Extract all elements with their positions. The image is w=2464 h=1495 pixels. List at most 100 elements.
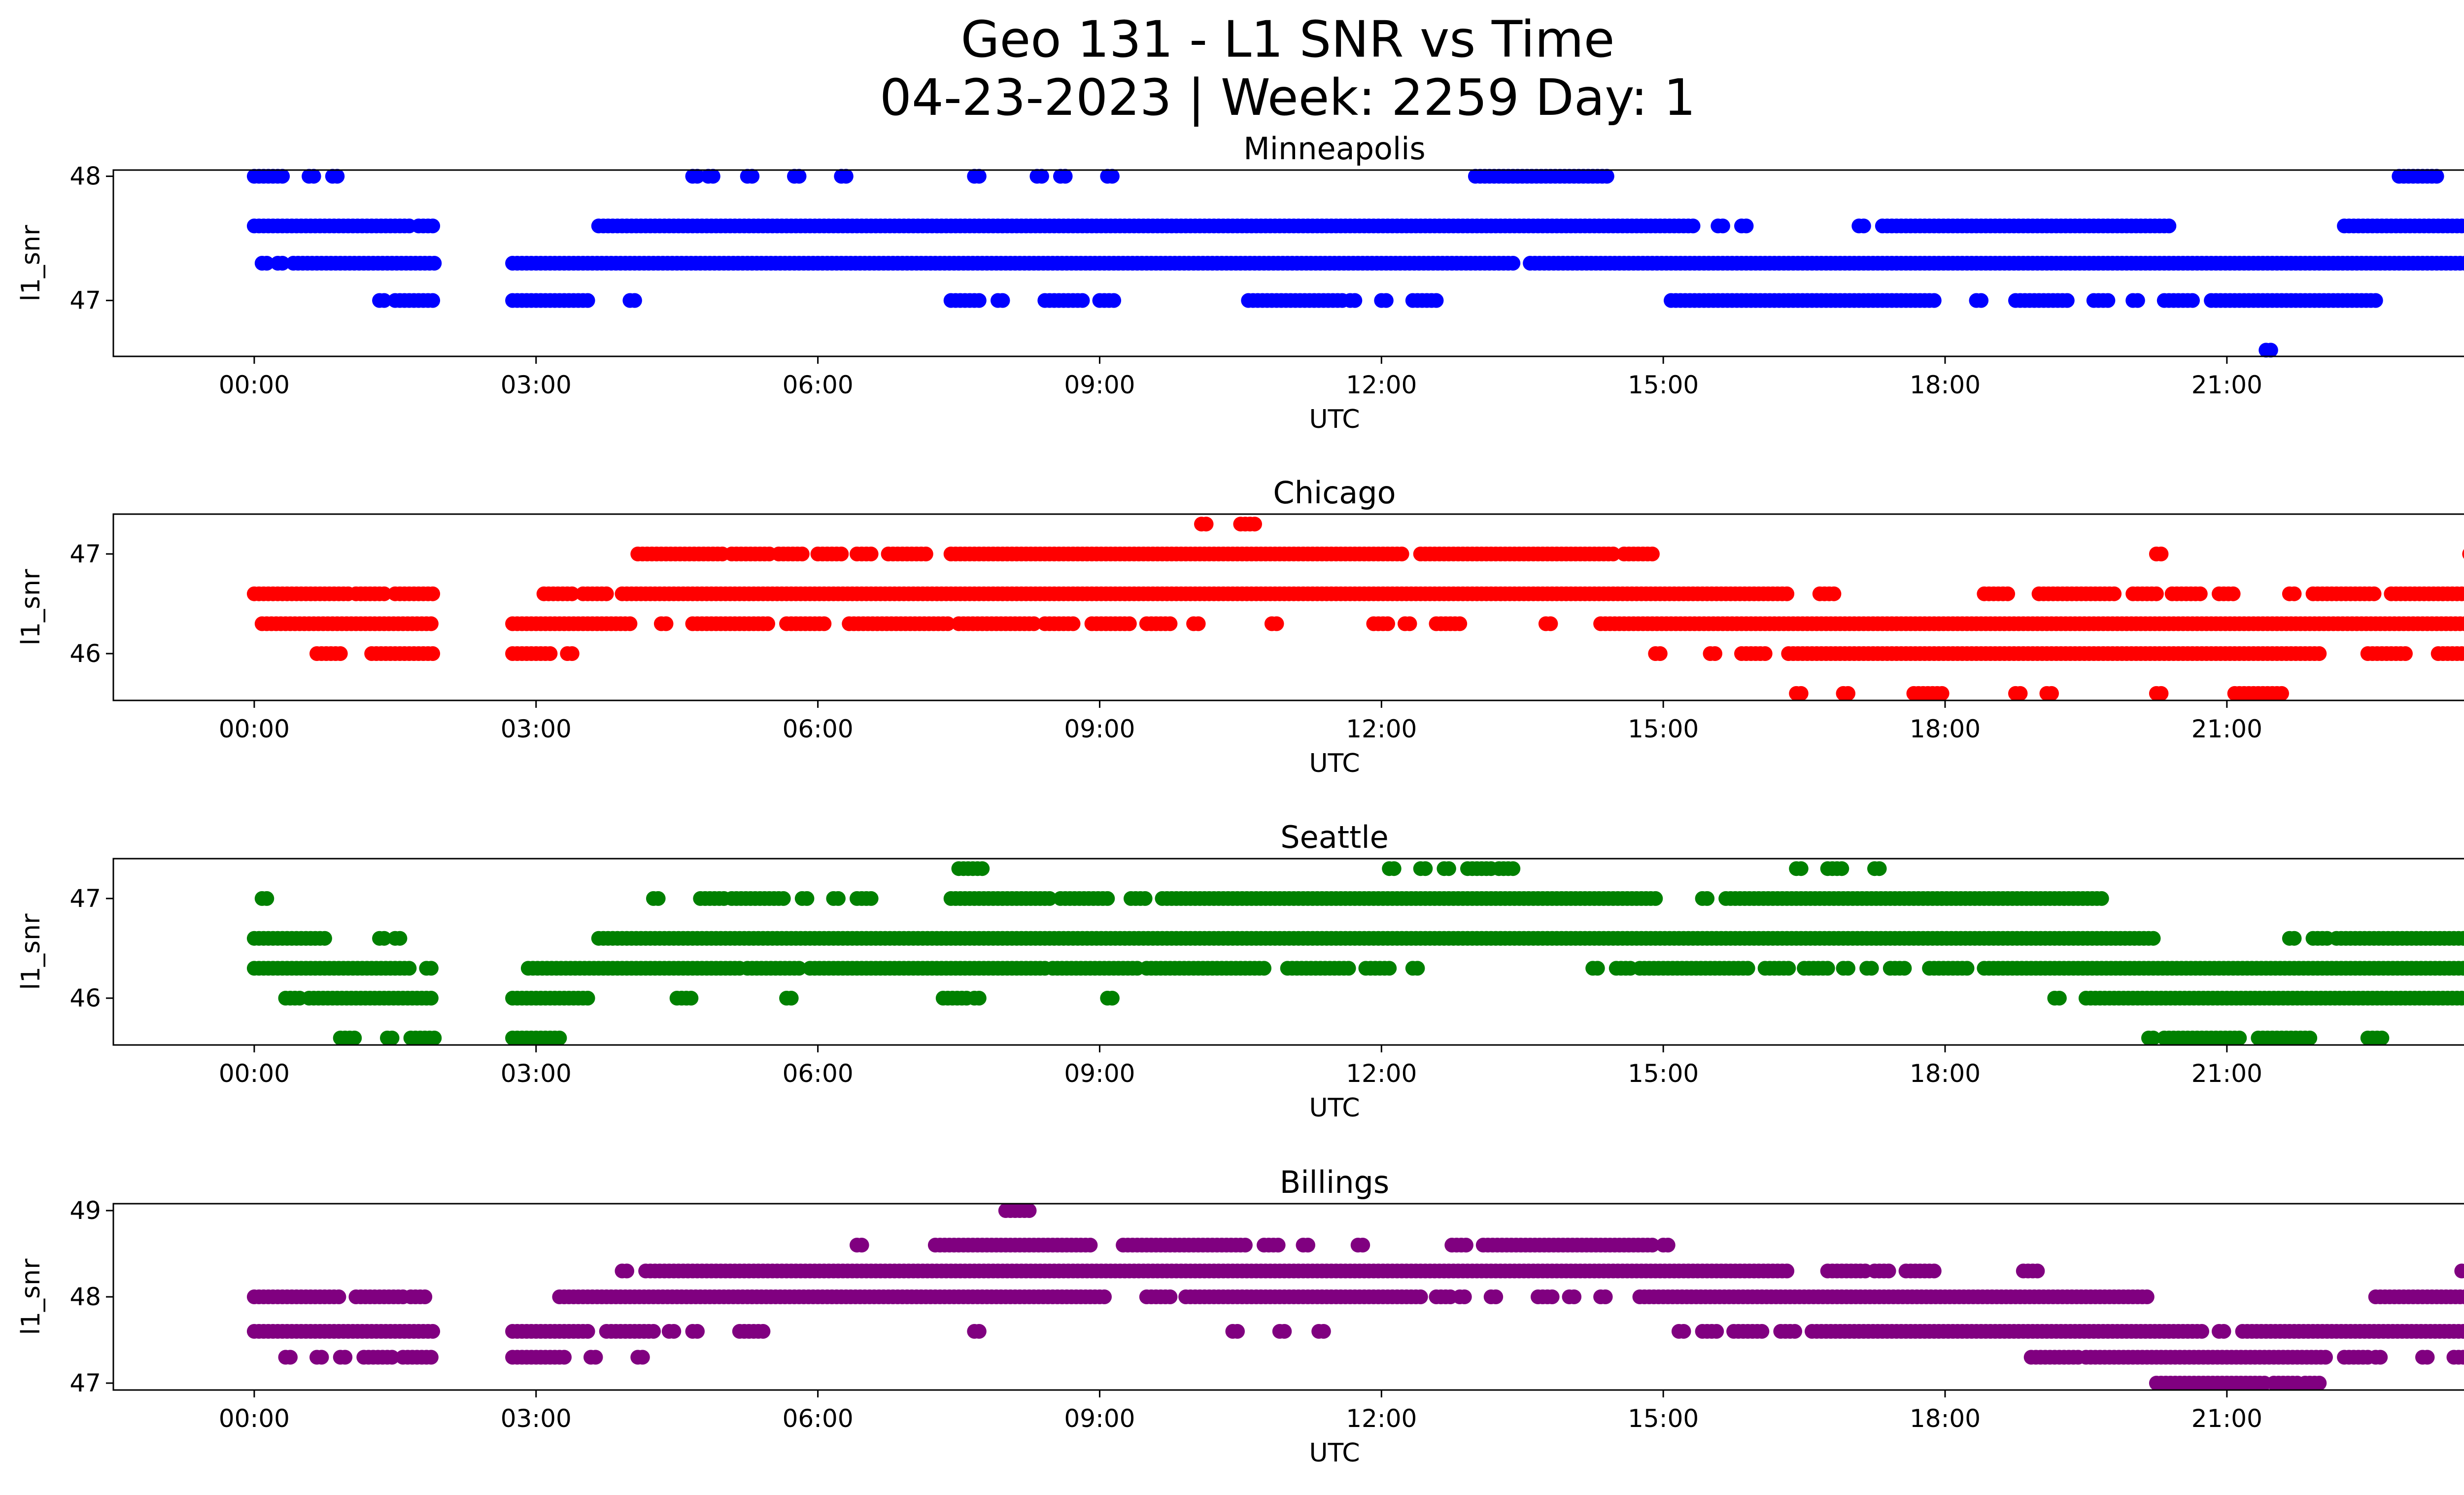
data-point	[2374, 1030, 2390, 1045]
data-point	[1598, 1289, 1613, 1304]
data-point	[2420, 1350, 2435, 1365]
data-points	[246, 861, 2464, 1045]
data-point	[338, 1350, 353, 1365]
data-point	[971, 991, 987, 1006]
data-point	[557, 1350, 572, 1365]
data-point	[1793, 686, 1809, 701]
data-point	[619, 1263, 634, 1279]
figure-title-line-2: 04-23-2023 | Week: 2259 Day: 1	[880, 69, 1696, 127]
data-point	[1974, 293, 1989, 308]
data-point	[1441, 861, 1456, 876]
data-point	[1685, 218, 1701, 234]
data-point	[2368, 293, 2383, 308]
data-point	[1864, 961, 1879, 976]
data-point	[423, 961, 439, 976]
y-tick-label: 47	[69, 540, 101, 568]
data-point	[1567, 1289, 1582, 1304]
data-point	[2457, 616, 2464, 631]
data-point	[2462, 549, 2464, 559]
data-point	[1413, 1289, 1428, 1304]
data-point	[1926, 293, 1942, 308]
y-axis-label: l1_snr	[16, 225, 46, 302]
data-points	[246, 1203, 2464, 1391]
data-point	[2302, 1030, 2318, 1045]
data-point	[2013, 686, 2028, 701]
data-point	[2454, 646, 2464, 661]
data-point	[1137, 891, 1153, 906]
x-axis-label: UTC	[1309, 405, 1360, 434]
data-point	[1856, 218, 1871, 234]
data-point	[402, 961, 417, 976]
data-point	[995, 293, 1010, 308]
data-point	[1841, 686, 1855, 701]
data-point	[2318, 1350, 2333, 1365]
data-point	[1382, 961, 1397, 976]
data-point	[940, 616, 956, 631]
x-tick-label: 18:00	[1910, 371, 1981, 399]
data-point	[1106, 293, 1122, 308]
data-point	[776, 891, 791, 906]
y-axis-label: l1_snr	[16, 569, 46, 646]
x-axis-label: UTC	[1309, 1093, 1360, 1123]
x-axis-label: UTC	[1309, 1438, 1360, 1468]
data-point	[1872, 861, 1887, 876]
data-point	[863, 546, 879, 561]
data-point	[423, 616, 439, 631]
x-tick-label: 06:00	[783, 1404, 854, 1433]
data-point	[918, 546, 933, 561]
x-tick-label: 21:00	[2191, 371, 2262, 399]
data-point	[1543, 616, 1558, 631]
data-point	[580, 293, 595, 308]
data-point	[1418, 861, 1433, 876]
x-tick-label: 15:00	[1628, 1059, 1699, 1088]
data-point	[2192, 586, 2208, 601]
data-point	[799, 891, 815, 906]
y-tick-label: 47	[69, 1369, 101, 1397]
subplot-title: Minneapolis	[1243, 131, 1426, 167]
data-point	[1163, 1289, 1178, 1304]
data-point	[2030, 1263, 2045, 1279]
subplot-title: Chicago	[1273, 475, 1396, 511]
data-point	[1104, 169, 1120, 184]
data-point	[580, 1324, 595, 1339]
x-tick-label: 12:00	[1346, 371, 1417, 399]
data-point	[1347, 293, 1363, 308]
data-point	[2457, 256, 2464, 271]
data-point	[2154, 686, 2169, 701]
data-point	[314, 1350, 329, 1365]
data-point	[1300, 1238, 1315, 1252]
x-tick-label: 06:00	[783, 371, 854, 399]
data-point	[1163, 616, 1178, 631]
data-point	[2287, 931, 2302, 946]
x-tick-label: 00:00	[219, 371, 290, 399]
data-point	[1230, 1324, 1245, 1339]
data-point	[794, 546, 810, 561]
data-point	[1083, 1238, 1098, 1252]
data-point	[1022, 1203, 1037, 1218]
data-point	[1506, 861, 1521, 876]
data-point	[259, 891, 274, 906]
data-point	[975, 861, 990, 876]
data-point	[1380, 616, 1395, 631]
data-point	[2312, 646, 2327, 661]
data-point	[1820, 961, 1835, 976]
x-tick-label: 00:00	[219, 1059, 290, 1088]
data-point	[317, 931, 332, 946]
data-point	[1270, 1238, 1286, 1252]
data-point	[2274, 686, 2289, 701]
data-point	[863, 891, 879, 906]
x-tick-label: 12:00	[1346, 1404, 1417, 1433]
data-point	[1959, 961, 1975, 976]
data-point	[1648, 891, 1663, 906]
data-point	[971, 169, 987, 184]
axes-frame	[112, 858, 2464, 1046]
data-point	[330, 169, 345, 184]
data-point	[2107, 586, 2122, 601]
data-point	[1652, 646, 1668, 661]
x-tick-label: 18:00	[1910, 1059, 1981, 1088]
figure-title: Geo 131 - L1 SNR vs Time 04-23-2023 | We…	[0, 0, 2464, 127]
data-point	[1934, 686, 1950, 701]
data-point	[552, 1030, 567, 1045]
